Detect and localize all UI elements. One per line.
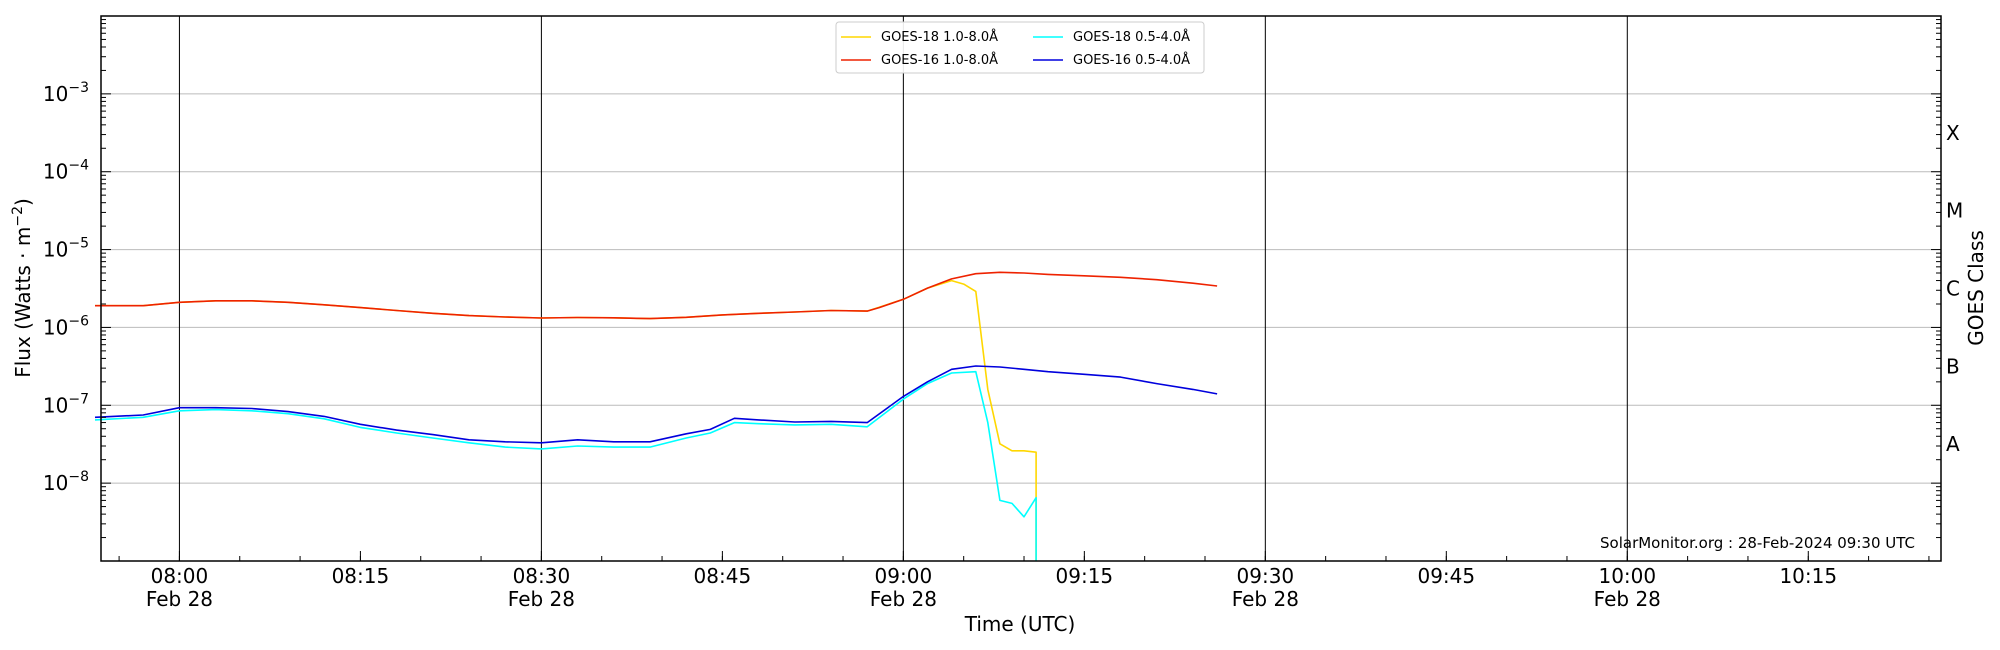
x-tick-label: 09:00 <box>875 564 933 588</box>
goes-class-b: B <box>1946 354 1960 378</box>
x-tick-label: 08:30 <box>513 564 571 588</box>
goes-class-c: C <box>1946 277 1960 301</box>
x-tick-label: 09:30 <box>1237 564 1295 588</box>
y-tick-label: 10−5 <box>43 236 89 262</box>
legend-label-goes16-short: GOES-16 0.5-4.0Å <box>1073 52 1190 68</box>
goes-class-axis-title: GOES Class <box>1964 230 1988 346</box>
legend: GOES-18 1.0-8.0Å GOES-16 1.0-8.0Å GOES-1… <box>835 21 1205 74</box>
y-tick-label: 10−8 <box>43 469 89 495</box>
legend-label-goes16-long: GOES-16 1.0-8.0Å <box>881 52 998 68</box>
y-tick-label: 10−6 <box>43 313 89 339</box>
x-tick-label: 10:00 <box>1598 564 1656 588</box>
x-tick-date-label: Feb 28 <box>870 587 937 611</box>
x-tick-label: 09:45 <box>1417 564 1475 588</box>
y-tick-label: 10−4 <box>43 158 89 184</box>
x-axis-title: Time (UTC) <box>964 612 1076 636</box>
series-goes16-long <box>95 271 1218 320</box>
y-axis-title-exponent: −2 <box>10 206 26 227</box>
y-tick-label: 10−7 <box>43 391 89 417</box>
legend-box <box>835 21 1205 74</box>
x-tick-date-label: Feb 28 <box>1594 587 1661 611</box>
x-tick-label: 08:00 <box>151 564 209 588</box>
x-tick-date-label: Feb 28 <box>146 587 213 611</box>
legend-label-goes18-long: GOES-18 1.0-8.0Å <box>881 29 998 45</box>
x-tick-label: 08:45 <box>694 564 752 588</box>
horizontal-gridlines <box>101 93 1941 484</box>
y-tick-label: 10−3 <box>43 80 89 106</box>
x-tick-label: 10:15 <box>1779 564 1837 588</box>
x-tick-label: 08:15 <box>332 564 390 588</box>
x-tick-label: 09:15 <box>1056 564 1114 588</box>
x-tick-date-label: Feb 28 <box>508 587 575 611</box>
y-axis-title-main: Flux (Watts · m <box>11 227 35 378</box>
series-goes16-short <box>94 365 1218 444</box>
goes-class-a: A <box>1946 432 1960 456</box>
date-vertical-lines <box>178 16 1628 561</box>
legend-label-goes18-short: GOES-18 0.5-4.0Å <box>1073 29 1190 45</box>
goes-class-m: M <box>1946 199 1963 223</box>
series-goes18-short <box>94 370 1037 561</box>
plot-frame <box>100 15 1942 562</box>
axis-ticks <box>101 19 1941 561</box>
y-axis-title-close: ) <box>11 198 35 206</box>
goes-class-x: X <box>1946 121 1960 145</box>
y-tick-labels: 10−8 10−7 10−6 10−5 10−4 10−3 <box>43 80 89 495</box>
x-tick-date-label: Feb 28 <box>1232 587 1299 611</box>
series-lines <box>94 271 1218 561</box>
credit-label: SolarMonitor.org : 28-Feb-2024 09:30 UTC <box>1600 534 1915 552</box>
y-axis-title: Flux (Watts · m−2) <box>10 198 35 378</box>
goes-class-labels: A B C M X <box>1946 121 1963 456</box>
